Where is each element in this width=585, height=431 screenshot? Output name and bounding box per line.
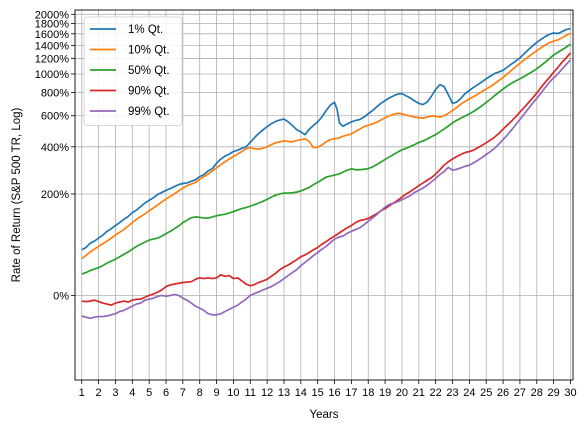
- x-tick-label: 8: [197, 387, 203, 399]
- x-tick-label: 23: [446, 387, 458, 399]
- series-line-1: [81, 27, 571, 251]
- series-line-3: [81, 43, 571, 275]
- y-tick-label: 600%: [41, 111, 69, 123]
- series-line-5: [81, 59, 572, 320]
- y-tick-label: 1600%: [35, 29, 69, 41]
- x-tick-label: 16: [328, 387, 340, 399]
- x-tick-label: 10: [227, 387, 239, 399]
- y-tick-label: 1200%: [35, 54, 69, 66]
- x-tick-label: 15: [312, 387, 324, 399]
- legend-label-2: 10% Qt.: [128, 45, 170, 57]
- x-tick-label: 1: [79, 387, 85, 399]
- plot-frame: [74, 9, 574, 381]
- x-tick-label: 9: [214, 387, 220, 399]
- x-tick-label: 18: [362, 387, 374, 399]
- x-tick-label: 24: [463, 387, 475, 399]
- x-tick-label: 6: [163, 387, 169, 399]
- x-tick-label: 22: [430, 387, 442, 399]
- x-tick-label: 14: [295, 387, 307, 399]
- series-line-2: [81, 32, 571, 260]
- y-tick-label: 400%: [41, 142, 69, 154]
- x-tick-label: 13: [278, 387, 290, 399]
- y-axis-title: Rate of Return (S&P 500 TR, Log): [11, 107, 23, 282]
- y-tick-label: 1800%: [35, 19, 69, 31]
- y-tick-label: 200%: [41, 189, 69, 201]
- legend-box: [83, 16, 183, 126]
- x-axis-title: Years: [310, 409, 339, 421]
- x-tick-label: 25: [480, 387, 492, 399]
- x-tick-label: 29: [547, 387, 559, 399]
- x-tick-label: 30: [564, 387, 576, 399]
- y-axis-ticks: 0% 200% 400% 600% 800% 1000% 1200% 1400%1600%18…: [35, 9, 75, 302]
- x-tick-label: 3: [112, 387, 118, 399]
- y-tick-label: 1000%: [35, 69, 69, 81]
- x-tick-label: 17: [345, 387, 357, 399]
- x-tick-label: 26: [497, 387, 509, 399]
- x-tick-label: 19: [379, 387, 391, 399]
- x-tick-label: 27: [514, 387, 526, 399]
- series-lines: [81, 27, 572, 320]
- legend-label-5: 99% Qt.: [128, 106, 170, 118]
- x-tick-label: 21: [413, 387, 425, 399]
- x-tick-label: 11: [245, 387, 256, 399]
- x-tick-label: 2: [96, 387, 102, 399]
- series-line-4: [81, 52, 572, 306]
- x-tick-label: 28: [531, 387, 543, 399]
- legend-label-1: 1% Qt.: [128, 24, 163, 36]
- legend-label-3: 50% Qt.: [128, 65, 170, 77]
- x-tick-label: 5: [146, 387, 152, 399]
- y-tick-label: 800%: [41, 88, 69, 100]
- x-tick-label: 4: [129, 387, 135, 399]
- y-tick-label: 0%: [53, 290, 69, 302]
- x-tick-label: 12: [261, 387, 273, 399]
- x-axis-ticks: 1 2 3 4 5 6 7 8 9 10 11 12 13 14 15 16 17 18 19 20 21 22 23 24 2…: [79, 380, 577, 399]
- x-tick-label: 20: [396, 387, 408, 399]
- legend-label-4: 90% Qt.: [128, 86, 170, 98]
- legend: 1% Qt. 10% Qt. 50% Qt. 90% Qt. 99% Qt.: [83, 16, 183, 126]
- x-tick-label: 7: [180, 387, 186, 399]
- y-tick-label: 1400%: [35, 40, 69, 52]
- y-tick-label: 2000%: [35, 9, 69, 21]
